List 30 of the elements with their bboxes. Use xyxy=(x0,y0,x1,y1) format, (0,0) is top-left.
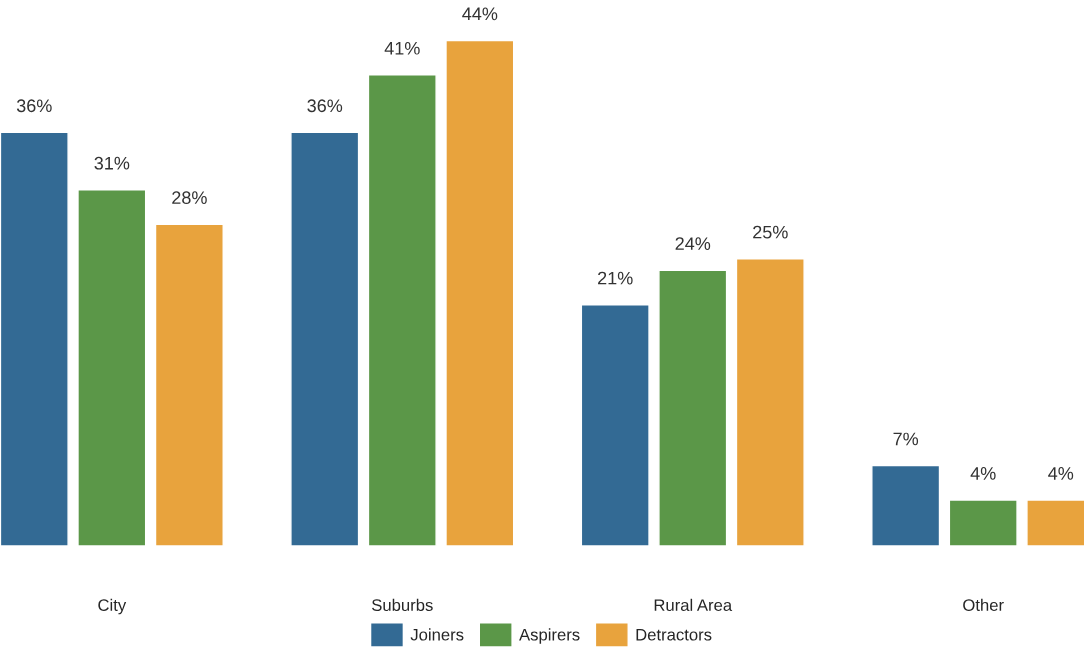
data-label: 4% xyxy=(1048,467,1074,480)
x-tick-label: Rural Area xyxy=(654,598,733,612)
bar xyxy=(154,223,224,546)
legend-label: Aspirers xyxy=(519,628,580,644)
bar xyxy=(580,304,650,546)
data-label: 7% xyxy=(893,432,919,446)
bar xyxy=(948,499,1018,546)
data-label: 36% xyxy=(307,99,343,113)
data-label: 24% xyxy=(675,237,711,250)
data-label: 31% xyxy=(94,156,130,170)
bar xyxy=(871,464,941,546)
legend-label: Joiners xyxy=(410,628,464,641)
x-tick-label: Other xyxy=(963,598,1004,612)
legend-label: Detractors xyxy=(636,628,712,641)
data-label: 36% xyxy=(16,99,52,113)
x-tick-label: City xyxy=(98,598,127,615)
data-label: 21% xyxy=(598,271,633,285)
bar xyxy=(290,131,360,546)
data-label: 25% xyxy=(753,225,788,239)
bar xyxy=(77,189,147,546)
data-label: 44% xyxy=(462,7,498,21)
bar xyxy=(735,258,805,546)
data-label: 4% xyxy=(970,467,996,480)
data-label: 28% xyxy=(172,191,207,205)
bar xyxy=(367,74,437,546)
x-tick-label: Suburbs xyxy=(372,598,433,612)
bar xyxy=(445,39,515,546)
bar xyxy=(658,269,728,546)
data-label: 41% xyxy=(384,41,420,55)
bar xyxy=(0,131,69,546)
